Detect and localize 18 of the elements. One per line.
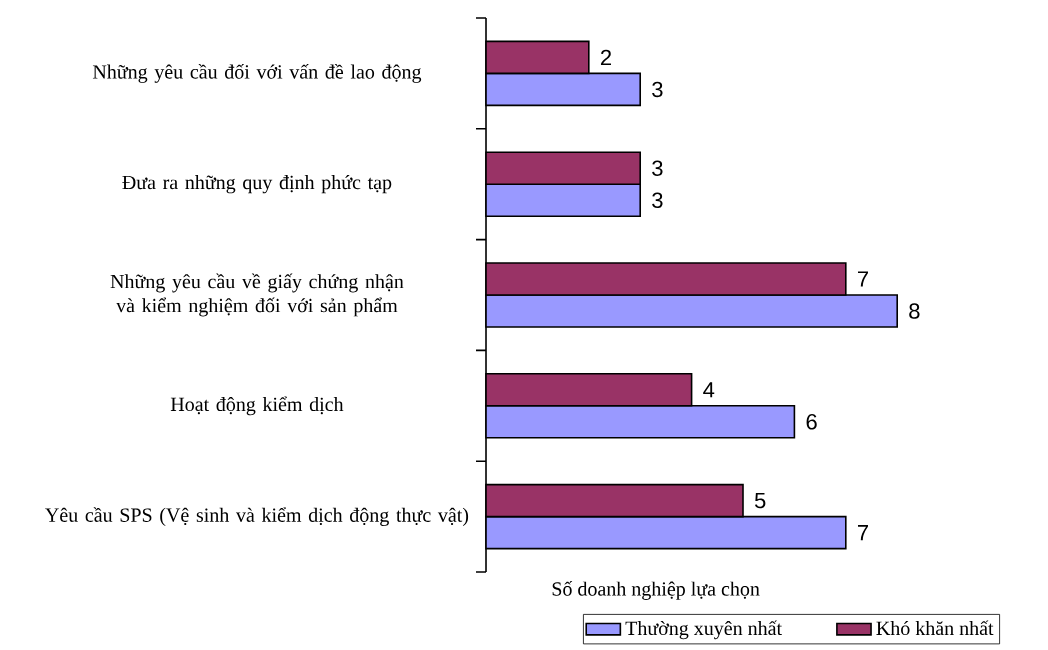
legend-label: Thường xuyên nhất bbox=[625, 620, 782, 640]
data-label: 7 bbox=[858, 525, 868, 541]
y-tick-label: Những yêu cầu đối với vấn đề lao động bbox=[92, 64, 422, 83]
data-label: 7 bbox=[858, 271, 868, 287]
y-tick-label: Đưa ra những quy định phức tạp bbox=[122, 175, 392, 194]
data-label: 5 bbox=[754, 492, 766, 509]
data-label: 4 bbox=[703, 382, 715, 398]
y-tick-label: Yêu cầu SPS (Vệ sinh và kiểm dịch động thực vật) bbox=[45, 507, 469, 527]
data-label: 2 bbox=[600, 49, 611, 66]
data-label: 3 bbox=[652, 81, 663, 98]
data-label: 8 bbox=[909, 303, 920, 319]
x-axis-title: Số doanh nghiệp lựa chọn bbox=[552, 581, 760, 600]
data-label: 3 bbox=[652, 160, 663, 176]
legend-label: Khó khăn nhất bbox=[876, 620, 994, 636]
data-label: 6 bbox=[806, 414, 817, 430]
y-tick-label: Những yêu cầu về giấy chứng nhận và kiểm nghiệm đối với sản phẩm bbox=[110, 273, 404, 317]
data-label: 3 bbox=[652, 192, 663, 209]
y-tick-label: Hoạt động kiểm dịch bbox=[170, 396, 344, 416]
